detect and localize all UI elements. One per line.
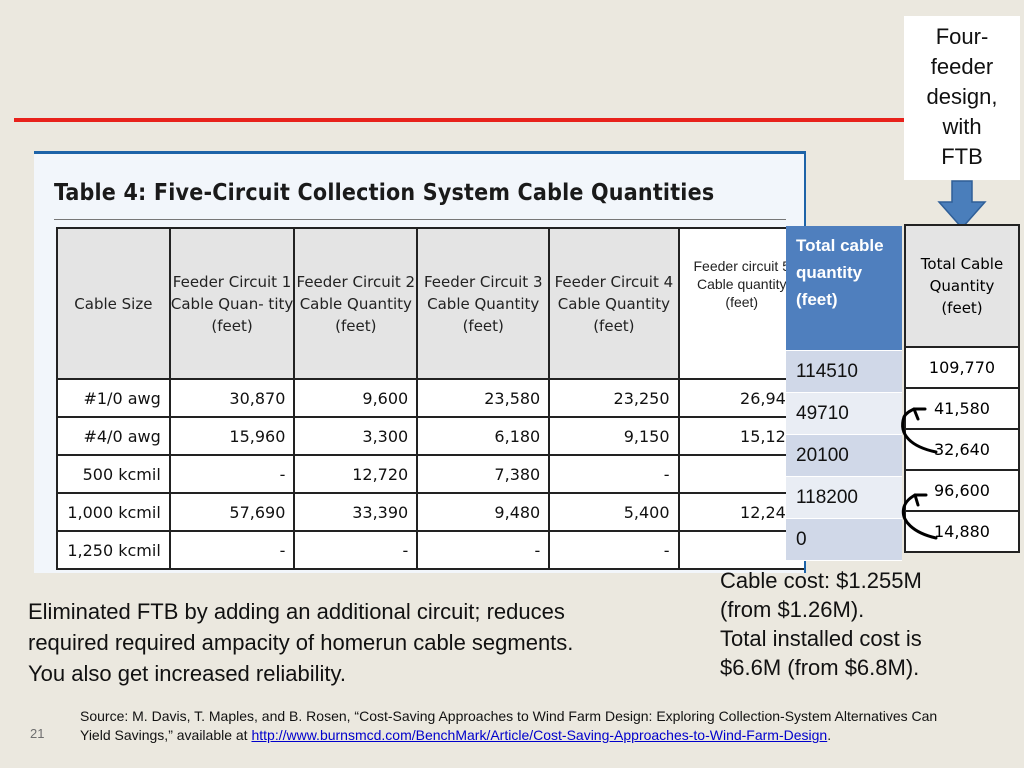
table-cell: 57,690	[168, 492, 296, 532]
table-cell: -	[677, 454, 804, 494]
source-citation: Source: M. Davis, T. Maples, and B. Rose…	[80, 707, 960, 745]
arrowhead-icon	[912, 407, 927, 421]
arrowhead-icon	[913, 493, 928, 507]
cable-size-cell: 500 kcmil	[56, 454, 171, 494]
four-feeder-total-cell: 109,770	[904, 346, 1020, 389]
four-feeder-total-header: Total Cable Quantity (feet)	[904, 224, 1020, 348]
callout-line: feeder	[930, 54, 994, 79]
page-number: 21	[30, 726, 45, 741]
table-cell: 7,380	[416, 454, 551, 494]
table-cell: 5,400	[548, 492, 680, 532]
table-cell: 30,870	[168, 378, 296, 418]
table-header-row: Cable Size Feeder Circuit 1 Cable Quan- …	[56, 227, 804, 380]
table-cell: -	[168, 454, 296, 494]
table-cell: 15,120	[677, 416, 804, 456]
table-cell: -	[677, 530, 804, 570]
total-cell: 114510	[786, 350, 902, 393]
table-cell: -	[548, 530, 680, 570]
callout-line: Four-	[935, 24, 989, 49]
header-feeder-4: Feeder Circuit 4 Cable Quantity (feet)	[548, 227, 680, 380]
table-cell: -	[416, 530, 551, 570]
four-feeder-total-cell: 41,580	[904, 387, 1020, 430]
cable-size-cell: 1,250 kcmil	[56, 530, 171, 570]
curved-arrow-icon	[901, 493, 938, 540]
table-cell: -	[168, 530, 296, 570]
total-cell: 49710	[786, 392, 902, 435]
cable-quantities-table: Cable Size Feeder Circuit 1 Cable Quan- …	[56, 227, 804, 570]
total-cell: 20100	[786, 434, 902, 477]
four-feeder-total-column: Total Cable Quantity (feet) 109,770 41,5…	[904, 224, 1020, 553]
table-cell: -	[548, 454, 680, 494]
total-column-header: Total cable quantity (feet)	[786, 226, 902, 351]
header-feeder-3: Feeder Circuit 3 Cable Quantity (feet)	[416, 227, 551, 380]
summary-line: required required ampacity of homerun ca…	[28, 630, 574, 655]
title-rule	[54, 219, 786, 220]
table-row: #1/0 awg 30,870 9,600 23,580 23,250 26,9…	[56, 378, 804, 418]
total-cable-quantity-column: Total cable quantity (feet) 114510 49710…	[786, 226, 902, 561]
summary-line: You also get increased reliability.	[28, 661, 346, 686]
table-cell: 9,150	[548, 416, 680, 456]
table-cell: 33,390	[293, 492, 419, 532]
table-cell: 23,580	[416, 378, 551, 418]
curved-arrow-icon	[901, 407, 938, 454]
summary-line: Eliminated FTB by adding an additional c…	[28, 599, 565, 624]
header-feeder-1: Feeder Circuit 1 Cable Quan- tity (feet)	[168, 227, 296, 380]
table-cell: 6,180	[416, 416, 551, 456]
cable-size-cell: #1/0 awg	[56, 378, 171, 418]
note-line: $6.6M (from $6.8M).	[720, 655, 920, 680]
table-figure-panel: Table 4: Five-Circuit Collection System …	[34, 151, 806, 573]
cost-notes: Cable cost: $1.255M (from $1.26M). Total…	[720, 566, 922, 682]
callout-line: design,	[926, 84, 998, 109]
table-cell: 9,480	[416, 492, 551, 532]
table-row: 500 kcmil - 12,720 7,380 - -	[56, 454, 804, 494]
curved-arrow-annotations	[901, 407, 938, 540]
header-feeder-5: Feeder circuit 5 Cable quantity (feet)	[677, 227, 804, 380]
table-cell: 12,720	[293, 454, 419, 494]
table-cell: 23,250	[548, 378, 680, 418]
source-suffix: .	[827, 727, 832, 743]
table-row: #4/0 awg 15,960 3,300 6,180 9,150 15,120	[56, 416, 804, 456]
source-link[interactable]: http://www.burnsmcd.com/BenchMark/Articl…	[251, 727, 828, 743]
source-text: Source: M. Davis, T. Maples, and B. Rose…	[80, 708, 938, 743]
note-line: Total installed cost is	[720, 626, 922, 651]
table-cell: 12,240	[677, 492, 804, 532]
table-title: Table 4: Five-Circuit Collection System …	[54, 180, 715, 206]
down-arrow-icon	[937, 180, 987, 230]
header-cable-size: Cable Size	[56, 227, 171, 380]
cable-size-cell: 1,000 kcmil	[56, 492, 171, 532]
four-feeder-total-cell: 14,880	[904, 510, 1020, 553]
callout-line: FTB	[941, 144, 983, 169]
table-cell: 9,600	[293, 378, 419, 418]
total-cell: 118200	[786, 476, 902, 519]
note-line: (from $1.26M).	[720, 597, 865, 622]
four-feeder-total-cell: 96,600	[904, 469, 1020, 512]
table-cell: 3,300	[293, 416, 419, 456]
note-line: Cable cost: $1.255M	[720, 568, 922, 593]
title-divider-line	[14, 118, 910, 122]
four-feeder-callout: Four- feeder design, with FTB	[904, 16, 1020, 180]
cable-size-cell: #4/0 awg	[56, 416, 171, 456]
callout-line: with	[942, 114, 982, 139]
total-cell: 0	[786, 518, 902, 561]
table-row: 1,000 kcmil 57,690 33,390 9,480 5,400 12…	[56, 492, 804, 532]
summary-text: Eliminated FTB by adding an additional c…	[28, 596, 573, 689]
table-cell: 26,940	[677, 378, 804, 418]
table-cell: -	[293, 530, 419, 570]
table-cell: 15,960	[168, 416, 296, 456]
table-row: 1,250 kcmil - - - - -	[56, 530, 804, 570]
header-feeder-2: Feeder Circuit 2 Cable Quantity (feet)	[293, 227, 419, 380]
